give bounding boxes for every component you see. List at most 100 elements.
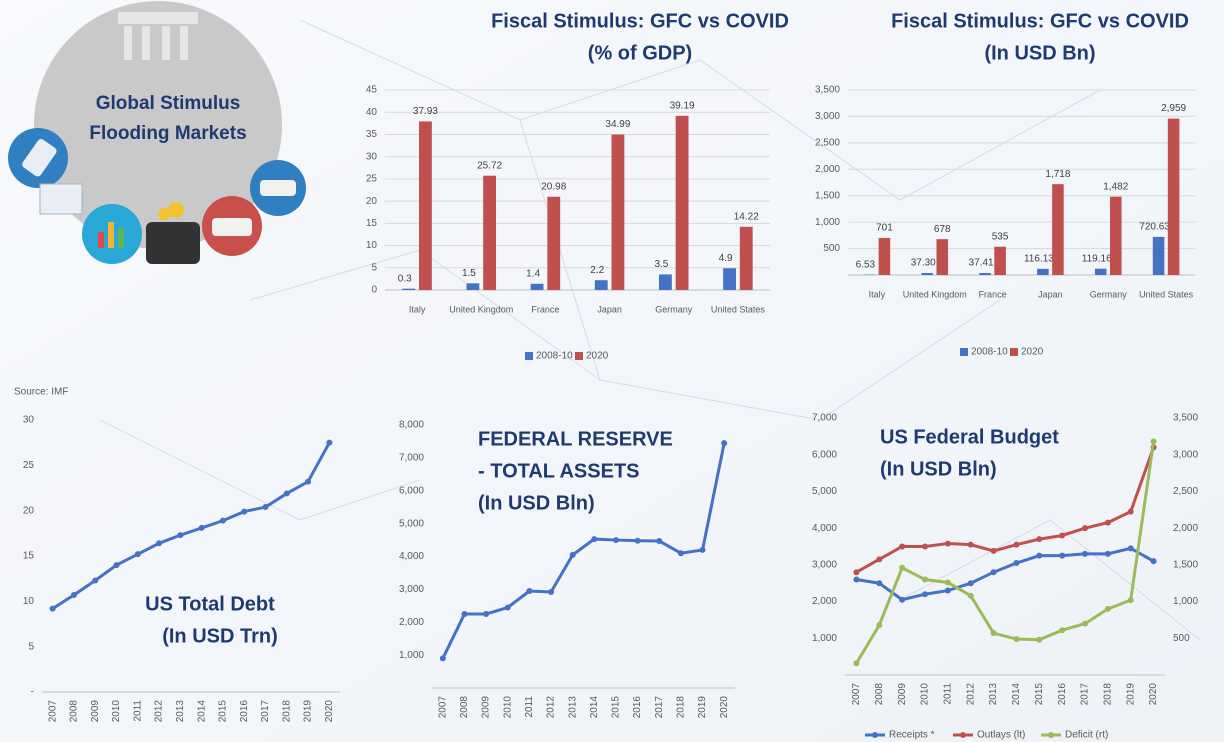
y-tick-label: 20 (366, 196, 378, 207)
x-tick-label: 2019 (1125, 683, 1136, 706)
marker (1059, 552, 1066, 559)
marker (1127, 597, 1134, 604)
marker (612, 537, 619, 544)
marker (305, 478, 312, 485)
legend-swatch (960, 348, 968, 356)
y-tick-label: 7,000 (399, 453, 424, 464)
marker (526, 588, 533, 595)
source-note: Source: IMF (14, 387, 68, 398)
legend-label: 2020 (1021, 347, 1044, 358)
y-tick-label: 5,000 (812, 486, 837, 497)
marker (134, 551, 141, 558)
marker (156, 540, 163, 547)
marker (262, 504, 269, 511)
y-tick-label: 1,000 (815, 217, 840, 228)
marker (1150, 438, 1157, 445)
x-tick-label: 2016 (632, 696, 643, 719)
data-label: 701 (876, 223, 893, 234)
x-tick-label: 2011 (942, 683, 953, 705)
chart-title: - TOTAL ASSETS (478, 460, 640, 482)
x-tick-label: 2018 (281, 700, 292, 723)
x-tick-label: 2013 (988, 683, 999, 706)
marker (198, 524, 205, 531)
data-label: 37.30 (911, 258, 936, 269)
y-tick-label: 3,500 (1173, 413, 1198, 424)
legend-swatch (575, 352, 583, 360)
marker (1036, 636, 1043, 643)
data-label: 1,482 (1103, 181, 1128, 192)
data-label: 6.53 (856, 259, 876, 270)
y-tick-label: 5 (28, 641, 34, 652)
x-tick-label: Germany (655, 304, 693, 314)
marker (944, 579, 951, 586)
chart: US Federal Budget (In USD Bln) 1,000 2,000 3… (812, 413, 1198, 741)
x-tick-label: Germany (1090, 289, 1128, 299)
data-label: 678 (934, 224, 951, 235)
y-tick-label: 3,000 (812, 559, 837, 570)
y-tick-label: 0 (371, 285, 377, 296)
y-tick-label: 45 (366, 85, 378, 96)
marker (1150, 558, 1157, 565)
x-tick-label: 2020 (719, 696, 730, 719)
x-tick-label: 2017 (1080, 683, 1091, 706)
x-tick-label: United States (711, 304, 766, 314)
y-tick-label: 25 (366, 174, 378, 185)
data-label: 1,718 (1045, 169, 1070, 180)
chart-title: (In USD Bn) (984, 42, 1095, 64)
bar (466, 283, 480, 290)
bar (1152, 236, 1165, 275)
marker (967, 580, 974, 587)
data-label: 535 (992, 231, 1009, 242)
chart-title: (% of GDP) (588, 42, 692, 64)
x-tick-label: Japan (597, 304, 622, 314)
x-tick-label: 2012 (965, 683, 976, 706)
chart-title: US Federal Budget (880, 426, 1059, 448)
x-tick-label: 2010 (920, 683, 931, 706)
data-label: 39.19 (670, 100, 695, 111)
y-tick-label: 10 (23, 596, 35, 607)
illustration-title: Flooding Markets (89, 123, 246, 144)
marker (548, 589, 555, 596)
x-tick-label: 2007 (437, 696, 448, 719)
x-tick-label: 2008 (69, 700, 80, 723)
marker (49, 605, 56, 612)
y-tick-label: 8,000 (399, 420, 424, 431)
marker (899, 543, 906, 550)
y-tick-label: 1,500 (815, 190, 840, 201)
marker (1082, 620, 1088, 627)
marker (219, 517, 226, 524)
y-tick-label: 1,000 (399, 650, 424, 661)
x-tick-label: 2008 (874, 683, 885, 706)
y-tick-label: 15 (23, 551, 35, 562)
marker (1013, 636, 1020, 643)
x-tick-label: 2014 (1011, 683, 1022, 706)
chart-title: (In USD Bln) (880, 458, 997, 480)
marker (922, 591, 928, 598)
marker (990, 547, 997, 554)
line (855, 441, 1156, 665)
y-tick-label: 5 (371, 262, 377, 273)
y-tick-label: 40 (366, 107, 378, 118)
marker (1059, 532, 1066, 539)
bar (675, 115, 689, 290)
x-tick-label: 2014 (589, 696, 600, 719)
marker (967, 592, 974, 599)
legend-label: 2008-10 (536, 351, 573, 362)
marker (677, 550, 684, 557)
y-tick-label: 2,500 (1173, 486, 1198, 497)
bar (936, 239, 949, 275)
chart: FEDERAL RESERVE - TOTAL ASSETS (In USD Bln… (399, 420, 735, 719)
x-tick-label: 2019 (303, 700, 314, 723)
x-tick-label: Italy (869, 289, 886, 299)
line (856, 546, 1155, 602)
marker (899, 564, 906, 571)
x-tick-label: 2020 (324, 700, 335, 723)
marker (1036, 536, 1043, 543)
x-tick-label: United States (1139, 289, 1194, 299)
marker (990, 569, 997, 576)
y-tick-label: 30 (23, 415, 35, 426)
marker (853, 569, 860, 576)
x-tick-label: 2010 (502, 696, 513, 719)
data-label: 116.13 (1024, 254, 1054, 265)
